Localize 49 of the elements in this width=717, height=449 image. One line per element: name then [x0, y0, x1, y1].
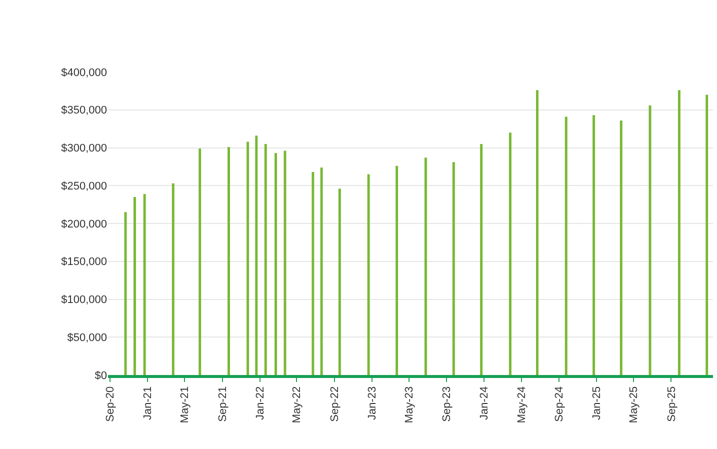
y-tick-label: $350,000 [61, 104, 107, 117]
y-tick-label: $150,000 [61, 256, 107, 268]
y-tick-label: $100,000 [61, 294, 107, 306]
x-tick-label: May-24 [516, 386, 528, 424]
bar [452, 162, 455, 375]
bar [508, 132, 512, 375]
y-tick-label: $250,000 [61, 180, 107, 192]
x-tick-label: May-22 [291, 386, 304, 424]
bar [338, 188, 341, 375]
x-tick-label: Jan-23 [366, 386, 379, 420]
y-tick-label: $300,000 [61, 142, 107, 155]
bar [320, 167, 323, 375]
bar [706, 94, 708, 375]
bar [198, 148, 202, 375]
bar [264, 144, 267, 375]
bar [246, 142, 250, 375]
bar [480, 144, 483, 375]
x-tick-label: Jan-21 [142, 386, 154, 420]
bar [255, 136, 258, 375]
bar [678, 90, 680, 375]
x-tick-label: Jan-22 [254, 386, 266, 420]
y-tick-label: $200,000 [61, 218, 107, 230]
bar [228, 146, 230, 375]
y-tick-label: $0 [94, 370, 107, 382]
bar [172, 183, 174, 375]
x-tick-label: Sep-20 [104, 386, 117, 422]
bar [620, 120, 622, 375]
x-tick-label: Jan-24 [478, 386, 491, 420]
bar [143, 194, 146, 375]
x-tick-label: Sep-24 [554, 386, 566, 422]
bar [396, 166, 398, 375]
bar [536, 90, 538, 375]
x-tick-label: Sep-23 [441, 386, 454, 422]
x-tick-label: May-23 [403, 386, 416, 424]
bar [274, 153, 277, 375]
y-tick-label: $400,000 [61, 66, 107, 79]
bar [592, 115, 596, 375]
bar [564, 116, 568, 375]
y-tick-label: $50,000 [67, 332, 107, 344]
bar [424, 158, 427, 375]
x-tick-label: Sep-25 [666, 386, 678, 422]
bar [134, 196, 136, 375]
x-tick-label: May-21 [179, 386, 192, 424]
x-tick-label: Sep-21 [216, 386, 229, 422]
x-tick-label: Jan-25 [591, 386, 604, 420]
bar [312, 172, 314, 375]
x-tick-label: Sep-22 [329, 386, 342, 422]
x-tick-label: May-25 [628, 386, 640, 424]
bar [367, 174, 370, 375]
